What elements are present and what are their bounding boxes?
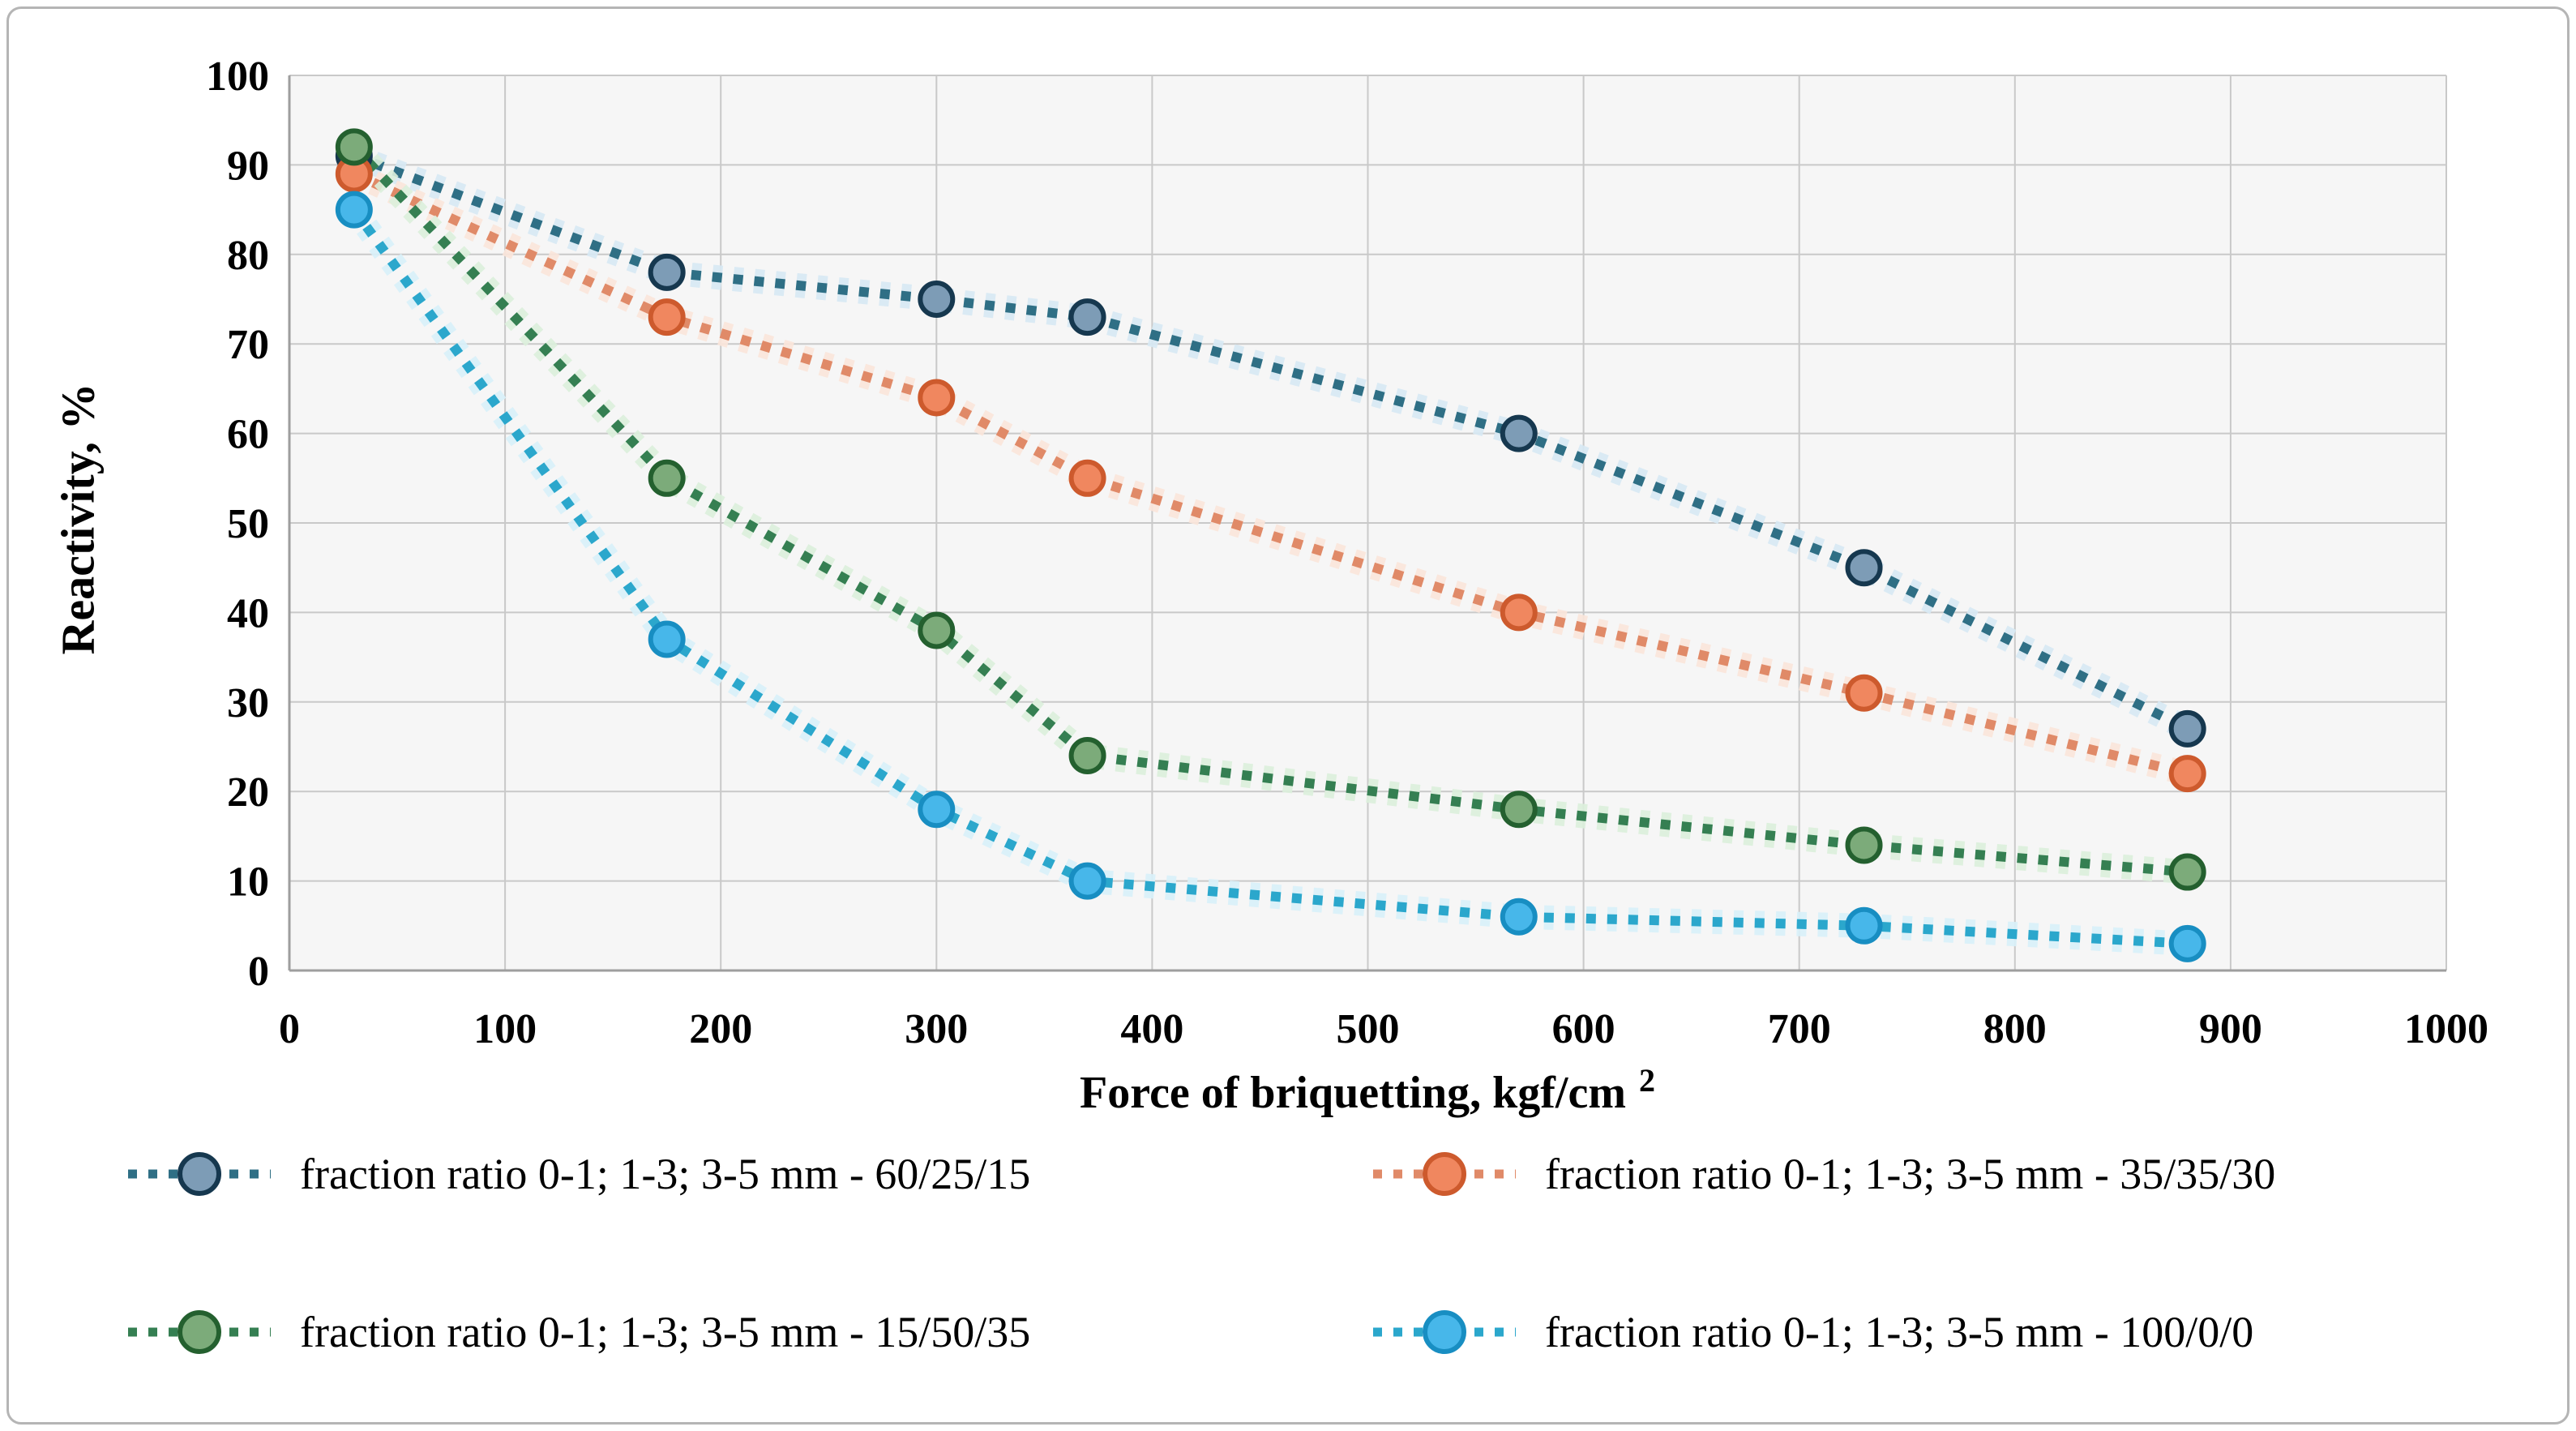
y-tick-label: 70 — [227, 322, 269, 368]
data-point-marker — [335, 128, 373, 166]
data-point-marker — [1500, 414, 1538, 452]
data-point-marker — [1500, 898, 1538, 936]
y-tick-label: 100 — [206, 54, 269, 100]
data-point-marker — [648, 620, 686, 658]
x-tick-label: 100 — [473, 1006, 537, 1052]
y-tick-label: 20 — [227, 769, 269, 816]
data-point-marker — [1068, 737, 1106, 775]
data-point-marker — [1845, 826, 1883, 864]
data-point-marker — [1845, 906, 1883, 945]
y-axis-title: Reactivity, % — [51, 383, 105, 655]
data-point-marker — [1068, 298, 1106, 336]
x-axis-title-text: Force of briquetting, kgf/cm — [1080, 1068, 1626, 1118]
data-point-marker — [2168, 853, 2206, 891]
y-tick-label: 90 — [227, 143, 269, 189]
data-point-marker — [2168, 755, 2206, 793]
data-point-marker — [2168, 709, 2206, 748]
x-tick-label: 900 — [2199, 1006, 2262, 1052]
x-axis-title: Force of briquetting, kgf/cm 2 — [1080, 1062, 1655, 1119]
x-tick-label: 0 — [279, 1006, 300, 1052]
data-point-marker — [918, 379, 956, 417]
data-point-marker — [335, 191, 373, 229]
x-axis-title-superscript: 2 — [1638, 1062, 1655, 1099]
y-tick-label: 30 — [227, 680, 269, 726]
x-tick-label: 400 — [1120, 1006, 1183, 1052]
y-tick-label: 40 — [227, 590, 269, 636]
data-point-marker — [2168, 924, 2206, 962]
x-tick-label: 500 — [1337, 1006, 1400, 1052]
data-point-marker — [1068, 459, 1106, 497]
x-tick-label: 600 — [1552, 1006, 1615, 1052]
data-point-marker — [918, 790, 956, 829]
data-point-marker — [1845, 549, 1883, 587]
data-point-marker — [648, 298, 686, 336]
data-point-marker — [648, 253, 686, 291]
y-tick-label: 0 — [248, 949, 269, 995]
data-point-marker — [1500, 790, 1538, 829]
x-tick-label: 700 — [1768, 1006, 1831, 1052]
y-tick-label: 60 — [227, 412, 269, 458]
data-point-marker — [648, 459, 686, 497]
x-tick-label: 800 — [1983, 1006, 2047, 1052]
x-tick-label: 200 — [689, 1006, 752, 1052]
y-tick-label: 50 — [227, 501, 269, 547]
data-point-marker — [1845, 674, 1883, 712]
x-tick-label: 300 — [905, 1006, 968, 1052]
data-point-marker — [1068, 862, 1106, 900]
y-tick-label: 80 — [227, 233, 269, 279]
y-tick-label: 10 — [227, 859, 269, 906]
data-point-marker — [918, 281, 956, 318]
data-point-marker — [1500, 593, 1538, 632]
x-tick-label: 1000 — [2404, 1006, 2488, 1052]
data-point-marker — [918, 611, 956, 649]
